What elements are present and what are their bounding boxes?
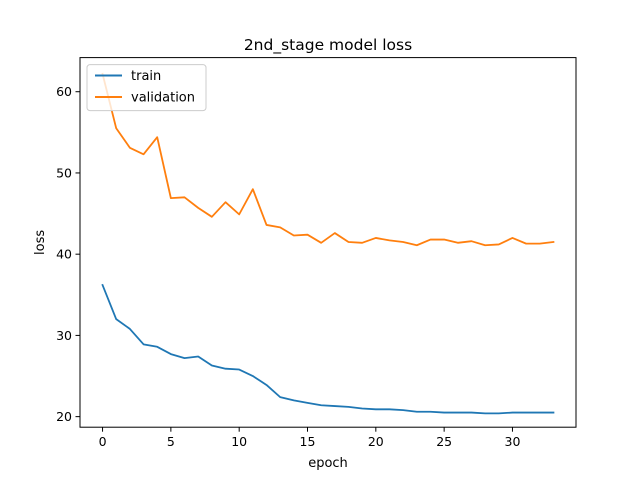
y-axis-label: loss	[33, 230, 48, 255]
x-tick-label: 30	[505, 434, 521, 449]
x-tick-label: 20	[368, 434, 384, 449]
y-tick-label: 60	[56, 84, 72, 99]
y-tick-label: 50	[56, 165, 72, 180]
x-tick-label: 15	[300, 434, 316, 449]
x-axis-ticks: 0 5 10 15 20 25 30	[99, 427, 521, 449]
x-axis-label: epoch	[308, 456, 348, 471]
y-axis-ticks: 20 30 40 50 60	[56, 84, 80, 424]
y-tick-label: 20	[56, 409, 72, 424]
x-tick-label: 0	[99, 434, 107, 449]
y-tick-label: 40	[56, 247, 72, 262]
series-line-validation	[101, 72, 555, 247]
x-tick-label: 5	[167, 434, 175, 449]
legend-label-validation: validation	[131, 91, 195, 106]
chart-title: 2nd_stage model loss	[244, 36, 412, 55]
x-tick-label: 10	[231, 434, 247, 449]
plot-area-frame	[79, 57, 577, 428]
series-layer	[101, 72, 555, 415]
x-tick-label: 25	[436, 434, 452, 449]
series-line-train	[101, 283, 555, 415]
y-tick-label: 30	[56, 328, 72, 343]
legend-label-train: train	[131, 69, 161, 84]
legend: train validation	[86, 64, 207, 112]
